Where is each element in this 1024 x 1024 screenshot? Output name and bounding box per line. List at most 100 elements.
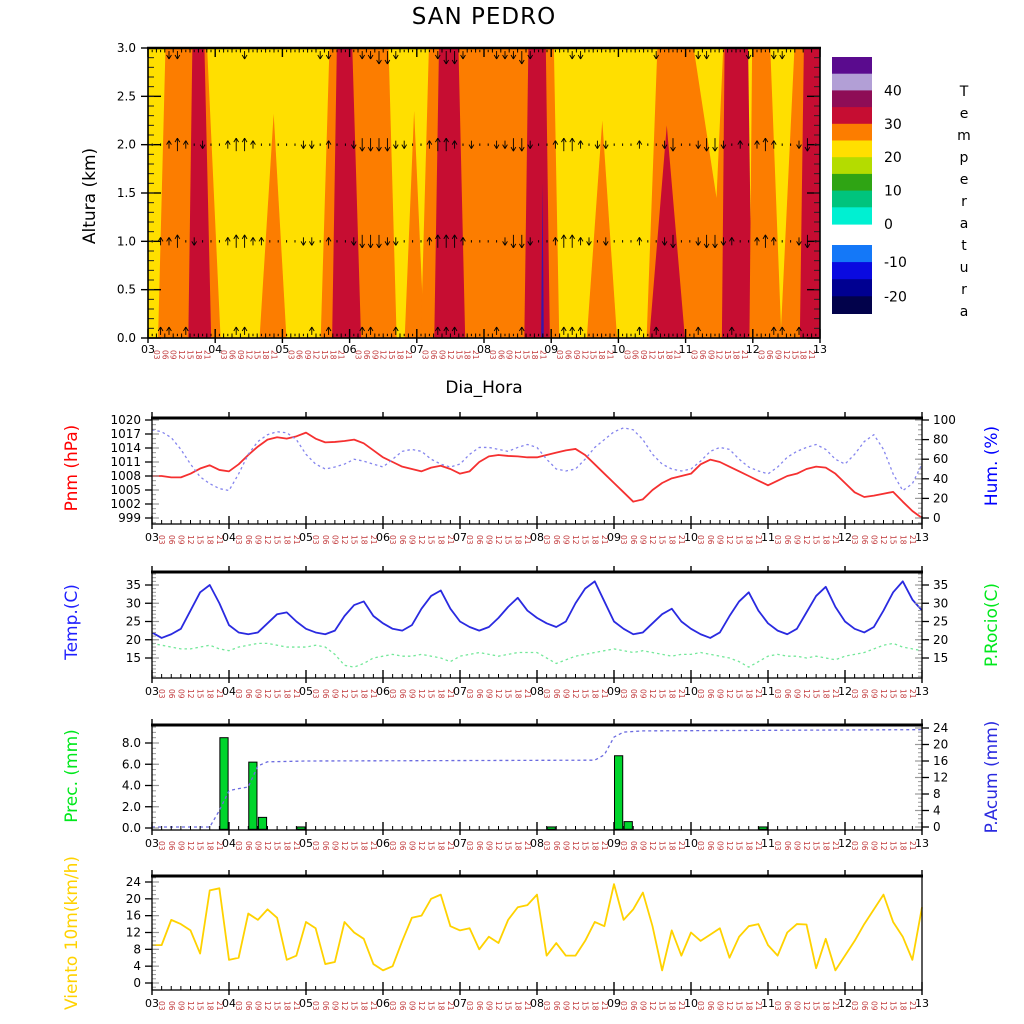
svg-text:12: 12 bbox=[263, 841, 272, 851]
temp-axis-label: Temp.(C) bbox=[62, 584, 82, 660]
svg-text:12: 12 bbox=[263, 1001, 272, 1011]
svg-text:18: 18 bbox=[667, 535, 676, 545]
svg-text:15: 15 bbox=[253, 350, 262, 360]
svg-text:09: 09 bbox=[869, 1001, 878, 1011]
svg-text:18: 18 bbox=[436, 1001, 445, 1011]
svg-text:15: 15 bbox=[427, 1001, 436, 1011]
svg-text:21: 21 bbox=[215, 689, 224, 699]
svg-text:18: 18 bbox=[513, 841, 522, 851]
svg-text:03: 03 bbox=[542, 841, 551, 851]
svg-text:03: 03 bbox=[157, 535, 166, 545]
svg-text:04: 04 bbox=[208, 343, 222, 356]
svg-text:03: 03 bbox=[157, 1001, 166, 1011]
svg-text:100: 100 bbox=[933, 413, 956, 427]
svg-text:11: 11 bbox=[761, 997, 775, 1010]
svg-text:12: 12 bbox=[494, 535, 503, 545]
svg-text:60: 60 bbox=[933, 452, 948, 466]
svg-text:06: 06 bbox=[376, 685, 390, 698]
svg-text:18: 18 bbox=[744, 841, 753, 851]
svg-text:06: 06 bbox=[362, 350, 371, 360]
svg-text:21: 21 bbox=[202, 350, 211, 360]
svg-text:09: 09 bbox=[607, 531, 621, 544]
svg-text:09: 09 bbox=[638, 689, 647, 699]
svg-text:13: 13 bbox=[915, 837, 929, 850]
svg-text:03: 03 bbox=[619, 841, 628, 851]
svg-text:06: 06 bbox=[343, 343, 357, 356]
svg-text:15: 15 bbox=[350, 689, 359, 699]
svg-text:1011: 1011 bbox=[110, 455, 141, 469]
svg-text:09: 09 bbox=[484, 535, 493, 545]
svg-text:05: 05 bbox=[299, 837, 313, 850]
svg-text:15: 15 bbox=[812, 1001, 821, 1011]
svg-text:12: 12 bbox=[802, 841, 811, 851]
svg-text:15: 15 bbox=[387, 350, 396, 360]
svg-text:15: 15 bbox=[427, 689, 436, 699]
svg-text:1008: 1008 bbox=[110, 469, 141, 483]
svg-text:15: 15 bbox=[889, 535, 898, 545]
svg-text:18: 18 bbox=[513, 689, 522, 699]
svg-text:12: 12 bbox=[879, 841, 888, 851]
svg-text:12: 12 bbox=[725, 841, 734, 851]
svg-text:18: 18 bbox=[359, 1001, 368, 1011]
svg-text:3.0: 3.0 bbox=[117, 41, 136, 55]
svg-text:06: 06 bbox=[167, 535, 176, 545]
svg-text:03: 03 bbox=[286, 350, 295, 360]
svg-text:09: 09 bbox=[792, 1001, 801, 1011]
svg-text:18: 18 bbox=[282, 841, 291, 851]
svg-text:07: 07 bbox=[453, 685, 467, 698]
svg-text:21: 21 bbox=[807, 350, 816, 360]
svg-text:18: 18 bbox=[744, 689, 753, 699]
svg-text:15: 15 bbox=[581, 535, 590, 545]
svg-text:06: 06 bbox=[698, 350, 707, 360]
svg-text:10: 10 bbox=[684, 685, 698, 698]
svg-text:03: 03 bbox=[619, 1001, 628, 1011]
svg-text:03: 03 bbox=[234, 1001, 243, 1011]
svg-text:09: 09 bbox=[176, 689, 185, 699]
svg-text:03: 03 bbox=[542, 689, 551, 699]
svg-text:12: 12 bbox=[571, 535, 580, 545]
svg-text:21: 21 bbox=[446, 689, 455, 699]
svg-text:12: 12 bbox=[802, 1001, 811, 1011]
altitude-axis-label: Altura (km) bbox=[80, 147, 100, 245]
svg-text:12: 12 bbox=[879, 535, 888, 545]
svg-text:09: 09 bbox=[792, 841, 801, 851]
svg-text:21: 21 bbox=[270, 350, 279, 360]
svg-text:1.0: 1.0 bbox=[117, 234, 136, 248]
svg-text:04: 04 bbox=[222, 837, 236, 850]
svg-text:09: 09 bbox=[561, 535, 570, 545]
svg-text:25: 25 bbox=[126, 615, 141, 629]
svg-text:12: 12 bbox=[244, 350, 253, 360]
svg-text:11: 11 bbox=[761, 685, 775, 698]
svg-text:0.0: 0.0 bbox=[122, 821, 141, 835]
svg-text:21: 21 bbox=[600, 689, 609, 699]
svg-text:80: 80 bbox=[933, 433, 948, 447]
svg-text:03: 03 bbox=[850, 1001, 859, 1011]
svg-text:06: 06 bbox=[783, 1001, 792, 1011]
svg-text:18: 18 bbox=[744, 535, 753, 545]
svg-text:06: 06 bbox=[160, 350, 169, 360]
svg-text:2.0: 2.0 bbox=[122, 800, 141, 814]
svg-text:06: 06 bbox=[552, 689, 561, 699]
svg-text:06: 06 bbox=[376, 837, 390, 850]
svg-text:15: 15 bbox=[186, 350, 195, 360]
svg-text:21: 21 bbox=[754, 1001, 763, 1011]
svg-text:15: 15 bbox=[196, 535, 205, 545]
svg-text:06: 06 bbox=[860, 841, 869, 851]
svg-text:09: 09 bbox=[561, 841, 570, 851]
svg-text:09: 09 bbox=[607, 837, 621, 850]
svg-text:03: 03 bbox=[465, 1001, 474, 1011]
svg-text:09: 09 bbox=[370, 350, 379, 360]
svg-text:21: 21 bbox=[215, 535, 224, 545]
svg-text:21: 21 bbox=[523, 535, 532, 545]
svg-text:05: 05 bbox=[275, 343, 289, 356]
svg-text:15: 15 bbox=[504, 535, 513, 545]
svg-text:15: 15 bbox=[504, 841, 513, 851]
svg-text:03: 03 bbox=[696, 841, 705, 851]
svg-text:15: 15 bbox=[889, 841, 898, 851]
svg-text:12: 12 bbox=[186, 1001, 195, 1011]
svg-text:21: 21 bbox=[404, 350, 413, 360]
svg-text:12: 12 bbox=[340, 841, 349, 851]
svg-text:12: 12 bbox=[838, 531, 852, 544]
svg-text:18: 18 bbox=[282, 1001, 291, 1011]
